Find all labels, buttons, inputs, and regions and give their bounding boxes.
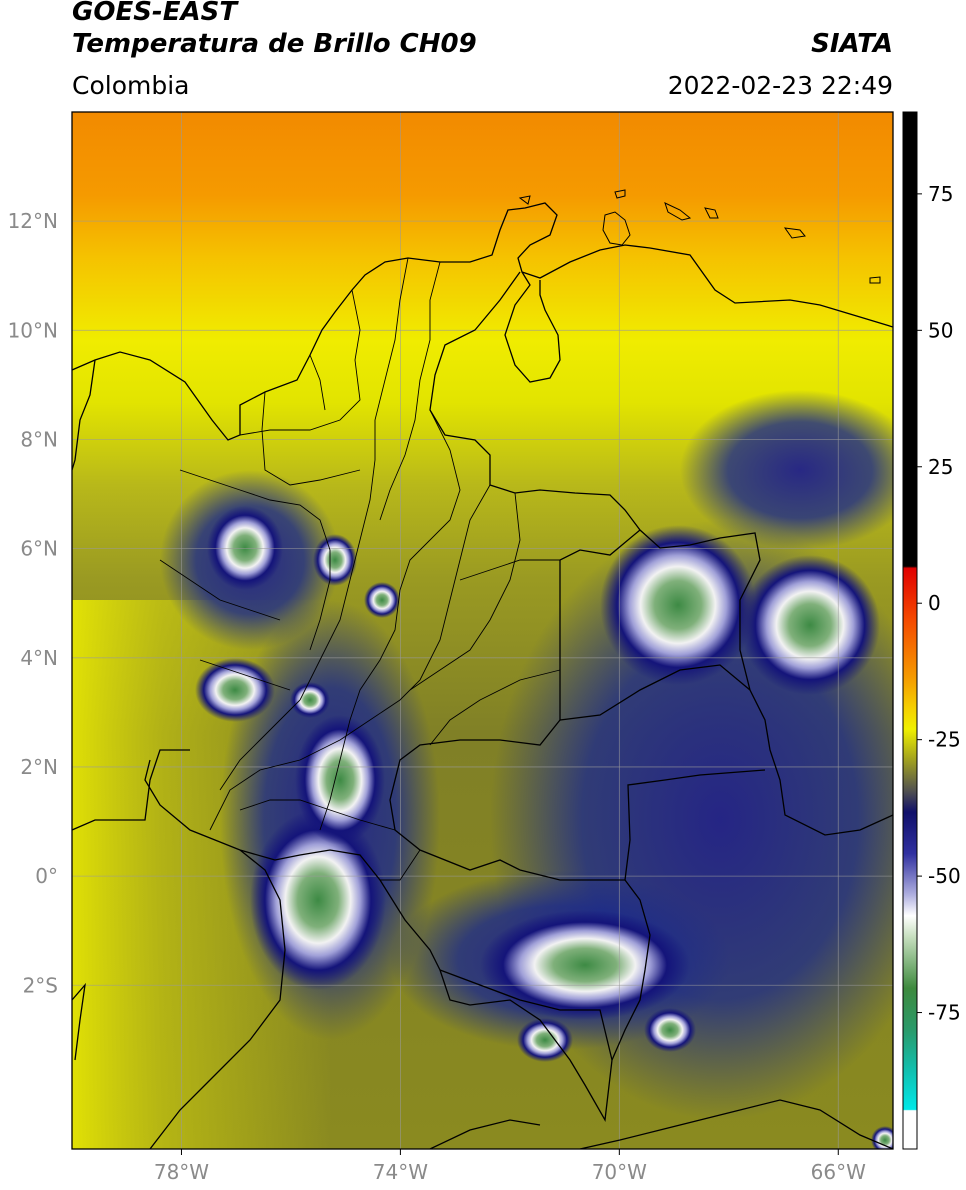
graticule (72, 112, 893, 1149)
longitude-axis: 78°W 74°W 70°W 66°W (154, 1149, 866, 1184)
colorbar-tick-label-1: 50 (928, 318, 953, 342)
agency-label: SIATA (811, 29, 893, 59)
lon-tick-label-1: 74°W (373, 1160, 428, 1184)
lat-tick-label-2: 8°N (20, 427, 58, 451)
lon-tick-label-0: 78°W (154, 1160, 209, 1184)
product-title: Temperatura de Brillo CH09 (72, 29, 477, 59)
lon-tick-label-3: 66°W (811, 1160, 866, 1184)
colorbar-scale (902, 111, 918, 1150)
cold-cloud-tops (195, 506, 893, 1149)
department-borders (159, 257, 561, 881)
colorbar-tick-label-0: 75 (928, 182, 953, 206)
brightness-temperature-field (72, 112, 893, 1149)
colorbar-tick-label-2: 25 (928, 455, 953, 479)
latitude-axis: 12°N 10°N 8°N 6°N 4°N 2°N 0° 2°S (8, 209, 58, 997)
satellite-title: GOES-EAST (72, 0, 238, 27)
map-frame (71, 111, 894, 1150)
colorbar-tick-label-4: -25 (928, 728, 961, 752)
colorbar-tick-label-6: -75 (928, 1001, 961, 1025)
islands (518, 189, 881, 284)
lat-tick-label-0: 12°N (8, 209, 58, 233)
lat-tick-label-5: 2°N (20, 755, 58, 779)
colorbar-tick-label-5: -50 (928, 864, 961, 888)
colorbar-tick-label-3: 0 (928, 591, 941, 615)
lat-tick-label-1: 10°N (8, 318, 58, 342)
lat-tick-label-3: 6°N (20, 537, 58, 561)
lon-tick-label-2: 70°W (592, 1160, 647, 1184)
timestamp-label: 2022-02-23 22:49 (667, 71, 893, 100)
lat-tick-label-7: 2°S (23, 973, 58, 997)
region-label: Colombia (72, 71, 190, 100)
lat-tick-label-4: 4°N (20, 646, 58, 670)
colorbar: 75 50 25 0 -25 -50 -75 (902, 111, 961, 1150)
colorbar-ticks: 75 50 25 0 -25 -50 -75 (917, 182, 961, 1025)
lat-tick-label-6: 0° (35, 864, 58, 888)
